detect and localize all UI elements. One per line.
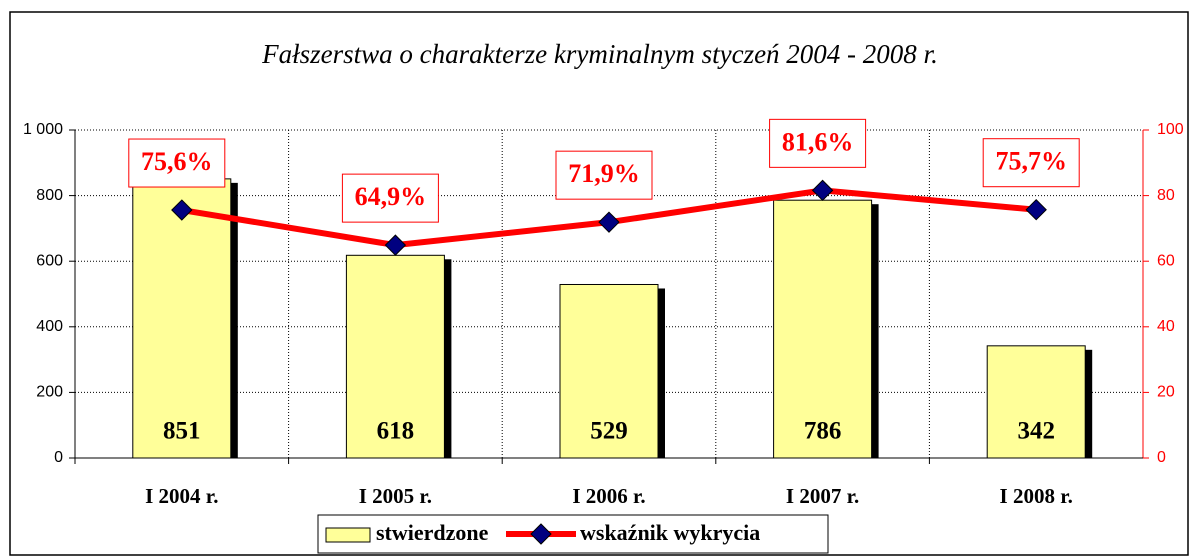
y-tick-label: 800 [36,187,63,204]
y-tick-label: 400 [36,318,63,335]
marker [598,211,620,233]
x-tick-label: I 2005 r. [359,484,432,508]
bar [986,345,1086,459]
y2-tick-label: 40 [1157,318,1175,335]
legend-marker [530,523,552,545]
bar [345,254,445,459]
line-value-label: 81,6% [782,127,854,156]
value-label-box [341,173,439,223]
legend-swatch [325,527,371,543]
value-label-box [555,150,653,200]
value-label-box [982,138,1080,188]
marker [384,234,407,256]
value-label-box [769,118,867,168]
bar-value-label: 342 [1017,418,1055,445]
marker [171,199,193,221]
chart-title: Fałszerstwa o charakterze kryminalnym st… [261,39,938,69]
marker [1025,198,1047,221]
y2-tick-label: 0 [1157,449,1166,466]
bar-value-label: 618 [377,418,415,445]
x-tick-label: I 2004 r. [145,484,218,508]
value-label-box [128,138,226,188]
line-value-label: 75,6% [141,147,213,176]
y-tick-label: 1 000 [23,121,63,138]
x-tick-label: I 2008 r. [1000,484,1073,508]
bar-value-label: 851 [163,418,201,445]
y-tick-label: 0 [54,449,63,466]
x-tick-label: I 2007 r. [786,484,859,508]
legend-label: wskaźnik wykrycia [580,520,760,545]
bar [132,178,232,459]
bar [773,199,873,459]
y2-tick-label: 80 [1157,187,1175,204]
x-tick-label: I 2006 r. [572,484,645,508]
bar [559,283,659,459]
y2-tick-label: 100 [1157,121,1184,138]
y-tick-label: 600 [36,252,63,269]
y2-tick-label: 20 [1157,384,1175,401]
line-value-label: 71,9% [568,159,640,188]
y-tick-label: 200 [36,384,63,401]
bar-value-label: 786 [804,418,842,445]
legend-label: stwierdzone [376,520,489,545]
marker [811,179,834,202]
y2-tick-label: 60 [1157,252,1175,269]
bar-value-label: 529 [590,418,628,445]
line-value-label: 64,9% [355,182,427,211]
line-value-label: 75,7% [995,147,1067,176]
